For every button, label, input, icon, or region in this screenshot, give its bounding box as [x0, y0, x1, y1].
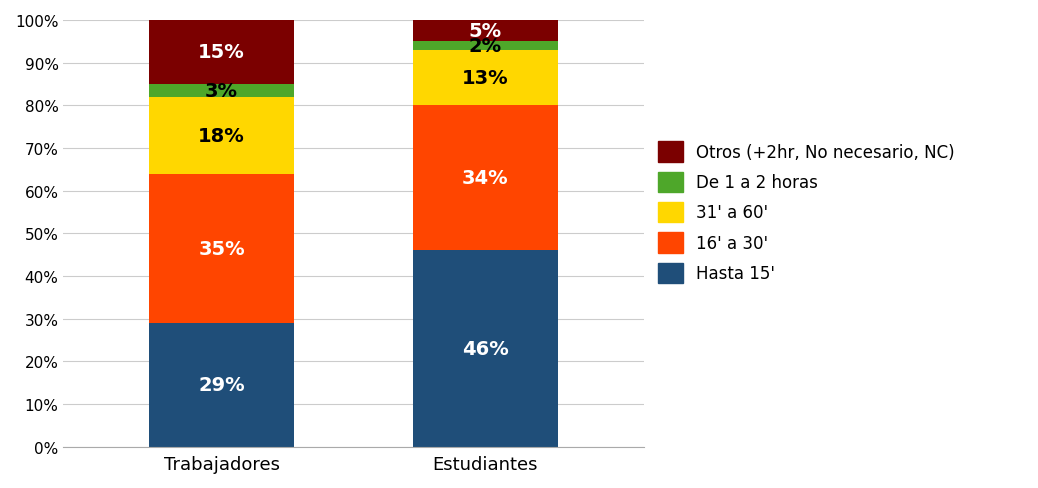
Text: 46%: 46%: [462, 339, 509, 358]
Text: 34%: 34%: [462, 169, 509, 188]
Text: 15%: 15%: [198, 43, 245, 62]
Text: 3%: 3%: [206, 81, 238, 101]
Bar: [149, 323, 294, 447]
Bar: [413, 51, 557, 106]
Text: 5%: 5%: [469, 22, 502, 41]
Bar: [413, 106, 557, 251]
Text: 2%: 2%: [469, 37, 502, 56]
Text: 29%: 29%: [198, 376, 245, 394]
Text: 13%: 13%: [462, 69, 509, 88]
Bar: [413, 42, 557, 51]
Bar: [149, 174, 294, 323]
Bar: [413, 251, 557, 447]
Bar: [149, 21, 294, 85]
Legend: Otros (+2hr, No necesario, NC), De 1 a 2 horas, 31' a 60', 16' a 30', Hasta 15': Otros (+2hr, No necesario, NC), De 1 a 2…: [658, 142, 955, 283]
Text: 35%: 35%: [198, 239, 245, 258]
Text: 18%: 18%: [198, 126, 245, 145]
Bar: [413, 21, 557, 42]
Bar: [149, 98, 294, 174]
Bar: [149, 85, 294, 98]
